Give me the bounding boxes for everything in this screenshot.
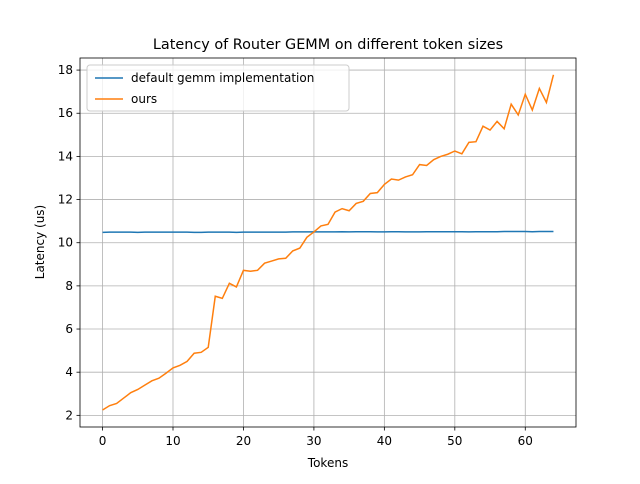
- y-tick-label: 6: [65, 322, 73, 336]
- x-tick-label: 20: [236, 434, 251, 448]
- y-tick-label: 16: [58, 106, 73, 120]
- x-tick-label: 40: [377, 434, 392, 448]
- legend-box: [86, 64, 350, 112]
- y-tick-label: 8: [65, 279, 73, 293]
- legend-label: default gemm implementation: [131, 71, 314, 85]
- y-tick-label: 12: [58, 193, 73, 207]
- x-tick-label: 10: [165, 434, 180, 448]
- y-tick-label: 10: [58, 236, 73, 250]
- plot-frame: [79, 57, 577, 428]
- line: [102, 74, 555, 411]
- y-tick-label: 2: [65, 408, 73, 422]
- chart-title: Latency of Router GEMM on different toke…: [153, 37, 503, 53]
- y-tick-label: 18: [58, 63, 73, 77]
- y-tick-label: 4: [65, 365, 73, 379]
- x-tick-label: 50: [447, 434, 462, 448]
- x-axis-label: Tokens: [307, 456, 348, 470]
- y-tick-label: 14: [58, 149, 73, 163]
- x-tick-label: 0: [99, 434, 107, 448]
- x-tick-label: 30: [306, 434, 321, 448]
- x-tick-label: 60: [518, 434, 533, 448]
- y-axis-label: Latency (us): [33, 205, 47, 279]
- line: [102, 230, 554, 234]
- legend-label: ours: [131, 92, 157, 106]
